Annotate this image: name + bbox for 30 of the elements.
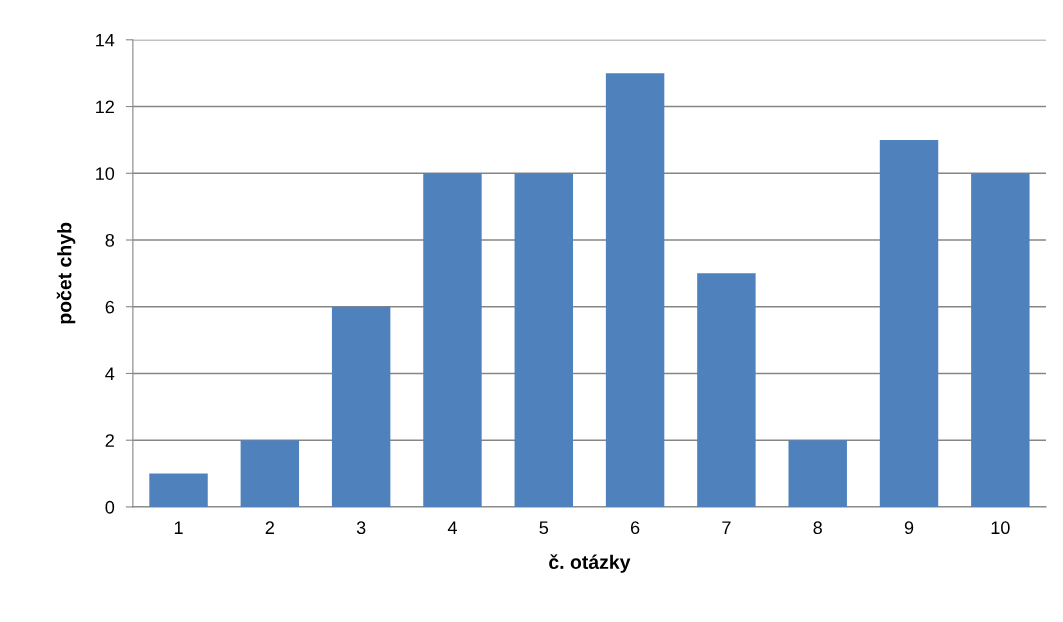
bar	[697, 273, 756, 507]
bar	[331, 306, 391, 507]
bar	[149, 473, 208, 507]
y-tick-label: 14	[96, 33, 115, 47]
bar	[788, 440, 847, 507]
x-tick-label: 9	[904, 521, 914, 535]
x-tick-label: 7	[722, 521, 731, 534]
x-tick-label: 10	[991, 521, 1010, 535]
bar	[971, 173, 1030, 507]
bar	[240, 440, 300, 507]
bar	[514, 173, 573, 507]
y-tick-label: 10	[96, 167, 115, 180]
x-tick-label: 2	[265, 521, 274, 534]
y-tick-label: 4	[105, 367, 115, 381]
x-axis-title: č. otázky	[549, 554, 631, 573]
x-tick-label: 3	[356, 521, 366, 535]
x-tick-label: 5	[539, 521, 549, 535]
y-tick-label: 2	[105, 434, 114, 447]
x-tick-label: 8	[813, 521, 822, 535]
x-tick-label: 1	[174, 521, 183, 534]
bar	[605, 73, 665, 507]
bar	[423, 173, 482, 507]
y-axis-title: počet chyb	[56, 222, 76, 324]
y-tick-label: 12	[96, 100, 114, 114]
bar	[879, 139, 939, 507]
y-tick-label: 8	[105, 233, 115, 247]
y-tick-label: 6	[105, 300, 115, 314]
y-tick-label: 0	[105, 500, 115, 514]
x-tick-label: 6	[630, 521, 640, 535]
x-tick-label: 4	[447, 521, 457, 534]
